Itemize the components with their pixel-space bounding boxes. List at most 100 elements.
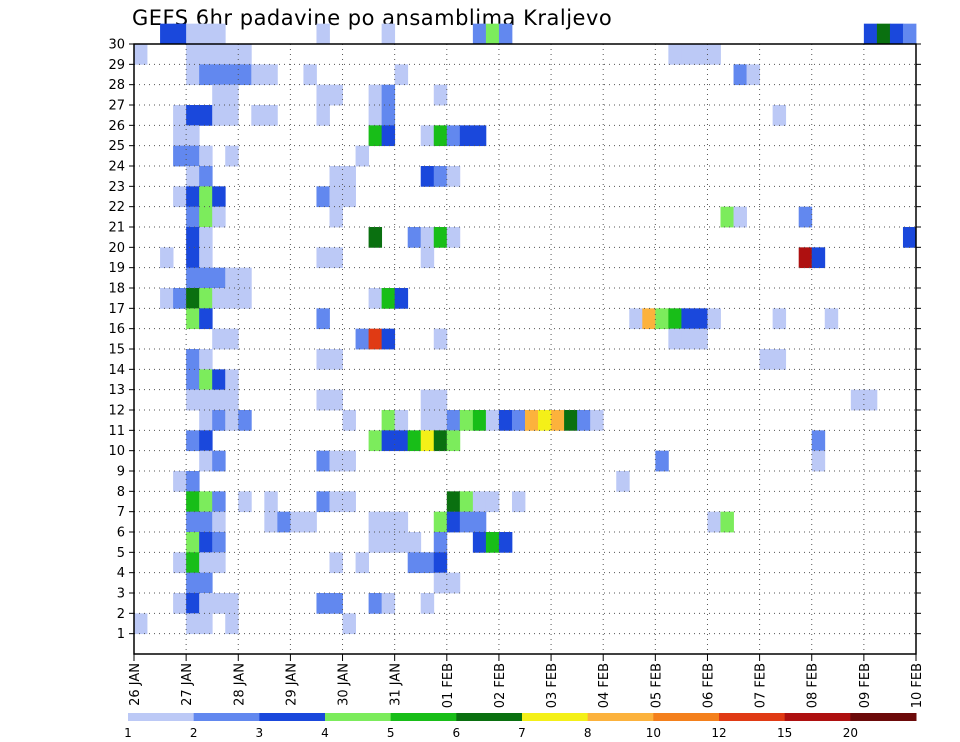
heatmap-cell bbox=[316, 308, 330, 330]
heatmap-cell bbox=[212, 288, 226, 309]
heatmap-cell bbox=[498, 23, 513, 45]
heatmap-cell bbox=[329, 166, 343, 187]
heatmap-cell bbox=[707, 308, 721, 330]
heatmap-cell bbox=[186, 471, 200, 492]
colorbar-legend: 1 2 3 4 5 6 7 8 10 12 15 20 bbox=[124, 713, 917, 740]
heatmap-cell bbox=[329, 389, 343, 411]
heatmap-cell bbox=[850, 389, 865, 411]
heatmap-cell bbox=[329, 491, 343, 513]
heatmap-cell bbox=[681, 308, 695, 330]
heatmap-cell bbox=[199, 593, 213, 614]
y-tick-label: 20 bbox=[108, 241, 125, 256]
y-tick-label: 18 bbox=[108, 282, 125, 297]
heatmap-cell bbox=[173, 23, 187, 45]
colorbar-label: 3 bbox=[256, 726, 264, 740]
heatmap-cell bbox=[368, 105, 383, 126]
heatmap-cell bbox=[186, 267, 200, 289]
heatmap-cell bbox=[772, 105, 787, 126]
heatmap-cell bbox=[199, 552, 213, 574]
heatmap-cell bbox=[433, 410, 448, 431]
heatmap-cell bbox=[316, 450, 330, 472]
y-tick-label: 14 bbox=[108, 363, 125, 378]
y-tick-label: 19 bbox=[108, 261, 125, 276]
heatmap-cell bbox=[199, 145, 213, 167]
heatmap-cell bbox=[811, 247, 826, 269]
colorbar-swatch bbox=[719, 713, 786, 721]
heatmap-cell bbox=[420, 593, 435, 614]
heatmap-cell bbox=[173, 288, 187, 309]
colorbar-label: 1 bbox=[124, 726, 132, 740]
heatmap-cell bbox=[186, 166, 200, 187]
heatmap-cell bbox=[199, 308, 213, 330]
heatmap-cell bbox=[264, 64, 278, 86]
heatmap-cell bbox=[173, 186, 187, 208]
heatmap-cell bbox=[433, 572, 448, 594]
heatmap-cell bbox=[238, 267, 252, 289]
heatmap-cell bbox=[420, 410, 435, 431]
heatmap-cell bbox=[160, 288, 174, 309]
heatmap-cell bbox=[707, 511, 721, 533]
heatmap-cell bbox=[368, 328, 383, 350]
heatmap-cell bbox=[433, 328, 448, 350]
heatmap-cell bbox=[446, 430, 461, 452]
heatmap-cell bbox=[381, 288, 396, 309]
grid-lines bbox=[134, 43, 916, 654]
heatmap-cell bbox=[694, 328, 708, 350]
heatmap-cell bbox=[238, 44, 252, 65]
heatmap-cell bbox=[772, 308, 787, 330]
heatmap-cell bbox=[199, 206, 213, 228]
heatmap-cell bbox=[498, 532, 513, 553]
heatmap-cell bbox=[368, 593, 383, 614]
heatmap-cell bbox=[212, 23, 226, 45]
heatmap-cell bbox=[212, 105, 226, 126]
heatmap-cell bbox=[212, 44, 226, 65]
heatmap-cell bbox=[186, 572, 200, 594]
heatmap-cell bbox=[199, 349, 213, 370]
heatmap-cell bbox=[212, 369, 226, 391]
y-tick-label: 12 bbox=[108, 404, 125, 419]
heatmap-cell bbox=[225, 410, 239, 431]
heatmap-cell bbox=[225, 593, 239, 614]
heatmap-cell bbox=[212, 532, 226, 553]
heatmap-cell bbox=[433, 227, 448, 248]
heatmap-cell bbox=[225, 64, 239, 86]
heatmap-cell bbox=[186, 247, 200, 269]
heatmap-cell bbox=[394, 511, 409, 533]
heatmap-cell bbox=[342, 166, 356, 187]
heatmap-cell bbox=[199, 288, 213, 309]
heatmap-cell bbox=[381, 105, 396, 126]
heatmap-cell bbox=[668, 44, 682, 65]
heatmap-cell bbox=[446, 511, 461, 533]
colorbar-label: 8 bbox=[584, 726, 592, 740]
heatmap-cell bbox=[433, 84, 448, 106]
heatmap-cell bbox=[199, 410, 213, 431]
heatmap-cell bbox=[381, 532, 396, 553]
heatmap-cell bbox=[199, 166, 213, 187]
y-tick-label: 2 bbox=[117, 607, 125, 622]
heatmap-cell bbox=[290, 511, 304, 533]
heatmap-cell bbox=[902, 23, 917, 45]
heatmap-cell bbox=[381, 511, 396, 533]
heatmap-cell bbox=[186, 430, 200, 452]
heatmap-cell bbox=[407, 227, 422, 248]
heatmap-cell bbox=[160, 247, 174, 269]
heatmap-cell bbox=[186, 389, 200, 411]
heatmap-cell bbox=[394, 288, 409, 309]
heatmap-cell bbox=[303, 64, 317, 86]
x-tick-label: 01 FEB bbox=[441, 663, 456, 708]
heatmap-cell bbox=[316, 349, 330, 370]
y-tick-label: 22 bbox=[108, 200, 125, 215]
heatmap-cell bbox=[186, 186, 200, 208]
heatmap-cell bbox=[186, 308, 200, 330]
heatmap-cell bbox=[186, 288, 200, 309]
colorbar-swatch bbox=[325, 713, 392, 721]
y-tick-label: 24 bbox=[108, 160, 125, 175]
heatmap-cell bbox=[733, 206, 747, 228]
heatmap-cell bbox=[407, 532, 422, 553]
y-tick-label: 27 bbox=[108, 99, 125, 114]
heatmap-cell bbox=[433, 552, 448, 574]
heatmap-cell bbox=[225, 328, 239, 350]
heatmap-cell bbox=[759, 349, 774, 370]
heatmap-cell bbox=[381, 410, 396, 431]
